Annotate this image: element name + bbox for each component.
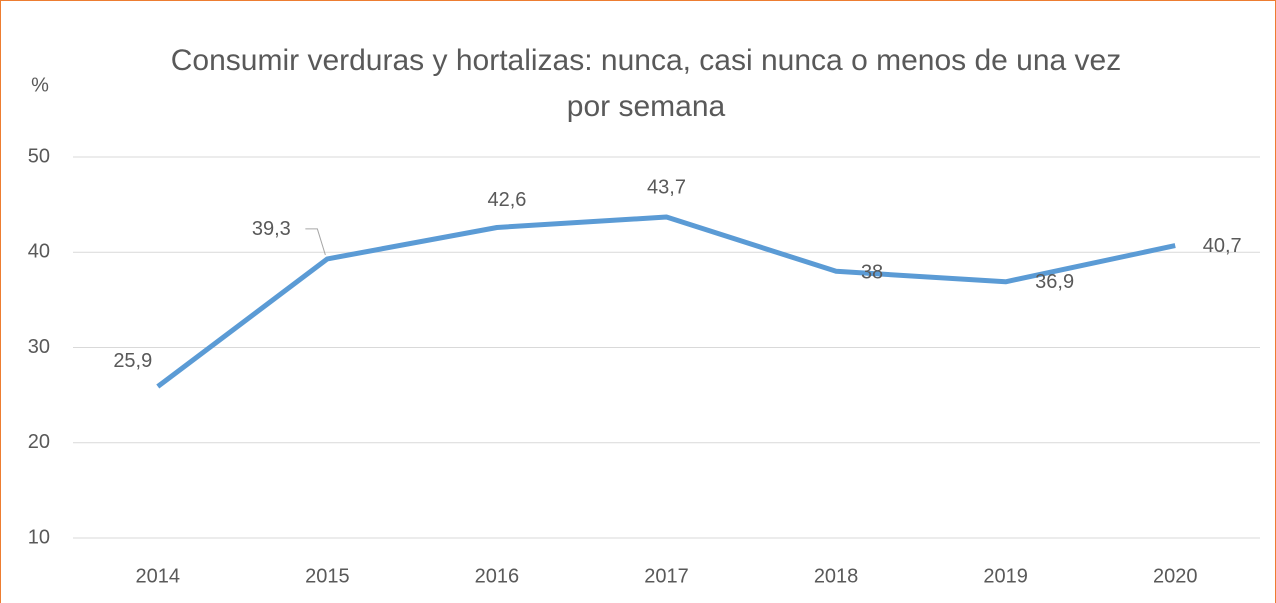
y-tick-label: 30 — [28, 336, 50, 358]
data-line — [156, 214, 1176, 389]
data-label: 36,9 — [1035, 271, 1074, 293]
x-tick-label: 2019 — [983, 565, 1028, 587]
data-label: 42,6 — [487, 189, 526, 211]
data-label: 43,7 — [647, 176, 686, 198]
x-tick-label: 2016 — [475, 565, 520, 587]
x-tick-label: 2018 — [814, 565, 859, 587]
y-tick-label: 20 — [28, 431, 50, 453]
y-tick-label: 50 — [28, 145, 50, 167]
leader-line — [305, 228, 326, 256]
x-tick-label: 2014 — [136, 565, 181, 587]
chart-title: Consumir verduras y hortalizas: nunca, c… — [170, 44, 1122, 123]
data-label: 25,9 — [113, 350, 152, 372]
x-tick-label: 2017 — [644, 565, 689, 587]
data-label: 39,3 — [252, 218, 291, 240]
data-label: 38 — [861, 262, 883, 284]
y-axis-label: % — [31, 74, 49, 96]
y-tick-label: 10 — [28, 526, 50, 548]
y-tick-label: 40 — [28, 241, 50, 263]
data-label: 40,7 — [1203, 235, 1242, 257]
x-tick-label: 2015 — [305, 565, 350, 587]
x-tick-label: 2020 — [1153, 565, 1198, 587]
